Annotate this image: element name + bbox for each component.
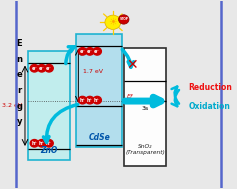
Circle shape [78, 48, 87, 55]
Text: n: n [16, 55, 22, 64]
Text: CdSe: CdSe [88, 133, 110, 142]
Circle shape [37, 64, 46, 72]
Text: e⁻: e⁻ [46, 66, 52, 71]
Text: 3s: 3s [142, 106, 149, 111]
Circle shape [30, 139, 39, 147]
Text: ✕: ✕ [126, 58, 137, 72]
Text: e⁻: e⁻ [31, 66, 37, 71]
Text: 1.7 eV: 1.7 eV [82, 70, 103, 74]
Text: e⁻: e⁻ [39, 66, 45, 71]
Text: E: E [17, 39, 22, 48]
Circle shape [86, 48, 94, 55]
Text: h⁺: h⁺ [31, 141, 37, 146]
Text: Ef: Ef [127, 94, 133, 99]
Text: Reduction: Reduction [188, 83, 232, 92]
Circle shape [93, 48, 101, 55]
Text: e⁻: e⁻ [80, 49, 86, 54]
Text: h⁺: h⁺ [94, 98, 100, 103]
Text: h⁺: h⁺ [46, 141, 52, 146]
Circle shape [93, 96, 101, 104]
FancyBboxPatch shape [76, 34, 122, 147]
Text: ZnO: ZnO [40, 146, 58, 156]
Circle shape [78, 96, 87, 104]
Text: e: e [16, 70, 22, 80]
Text: h⁺: h⁺ [39, 141, 45, 146]
Text: y: y [17, 117, 22, 126]
Circle shape [86, 96, 94, 104]
Text: r: r [17, 86, 22, 95]
Circle shape [45, 139, 53, 147]
Text: e⁻: e⁻ [87, 49, 93, 54]
FancyBboxPatch shape [28, 51, 70, 160]
Circle shape [30, 64, 39, 72]
FancyBboxPatch shape [124, 48, 166, 166]
Text: SnO₂
(Transparent): SnO₂ (Transparent) [125, 144, 165, 155]
Circle shape [105, 15, 121, 29]
Text: h⁺: h⁺ [79, 98, 86, 103]
Text: Oxidation: Oxidation [188, 102, 230, 111]
Text: g: g [16, 102, 22, 111]
Text: e⁻: e⁻ [94, 49, 100, 54]
Circle shape [118, 15, 129, 24]
Text: ☀: ☀ [109, 17, 117, 27]
Text: STOP: STOP [119, 17, 128, 22]
Circle shape [45, 64, 53, 72]
Circle shape [37, 139, 46, 147]
Text: 3.2 eV: 3.2 eV [2, 103, 22, 108]
Text: h⁺: h⁺ [87, 98, 93, 103]
